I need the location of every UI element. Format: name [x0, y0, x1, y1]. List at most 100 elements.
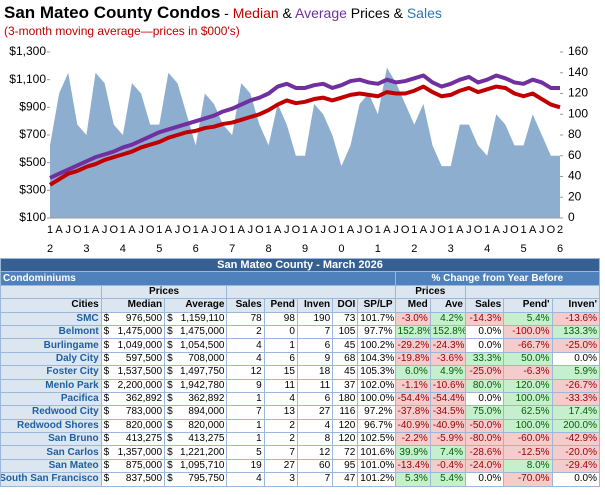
value: 820,000 [188, 419, 225, 431]
x-tick-label: O [364, 224, 373, 236]
data-row: Foster City $1,537,500 $1,497,750 12 15 18 45 1… [0, 365, 601, 380]
value: 894,000 [188, 406, 225, 418]
change: -29.4% [551, 458, 601, 474]
value: 97.7% [357, 324, 396, 340]
value: 45 [332, 338, 359, 353]
title-part: - [220, 5, 232, 21]
change: 133.3% [551, 324, 601, 340]
header-row: Cities Median Average Sales Pend Inven DOI SP/L… [0, 298, 601, 313]
column-header: Sales [464, 298, 505, 313]
money-cell: $413,275 [164, 432, 228, 447]
value: 19 [226, 458, 265, 474]
x-tick-label: A [274, 224, 282, 236]
value: 45 [332, 365, 359, 380]
change: -3.0% [394, 311, 431, 326]
value: 7 [296, 324, 334, 340]
change: 62.5% [503, 405, 553, 420]
change: -100.0% [503, 324, 553, 340]
y2-tick-label: 140 [568, 65, 588, 79]
column-header: SP/LP [357, 298, 396, 313]
money: $1,475,000 [104, 326, 162, 337]
money-cell: $1,095,710 [164, 458, 228, 474]
change: 152.8% [429, 324, 466, 340]
value: 6 [296, 338, 334, 353]
currency: $ [103, 406, 110, 418]
currency: $ [103, 393, 110, 405]
value: 1 [226, 391, 265, 407]
x-tick-label: 1 [156, 224, 162, 236]
value: 875,000 [125, 460, 163, 472]
money-cell: $1,475,000 [164, 324, 228, 340]
money: $1,475,000 [167, 326, 224, 337]
x-group-label: 2 [47, 243, 53, 255]
table-title: San Mateo County - March 2026 [0, 257, 600, 273]
money-cell: $413,275 [100, 432, 166, 447]
x-tick-label: O [510, 224, 519, 236]
data-row: Redwood City $783,000 $894,000 7 13 27 116 97.2… [0, 405, 601, 420]
y2-tick-label: 80 [568, 127, 582, 141]
value: 7 [263, 445, 298, 460]
money-cell: $1,049,000 [100, 338, 166, 353]
blank [226, 284, 396, 300]
currency: $ [103, 433, 110, 445]
currency: $ [167, 473, 173, 485]
value: 5 [226, 445, 265, 460]
x-tick-label: A [55, 224, 63, 236]
value: 102.0% [357, 378, 396, 393]
change: 0.0% [464, 324, 505, 340]
change: -29.2% [394, 338, 431, 353]
change: 200.0% [551, 418, 601, 434]
blank [464, 284, 601, 300]
x-tick-label: O [73, 224, 82, 236]
value: 105.3% [357, 365, 396, 380]
currency: $ [167, 379, 173, 391]
money-cell: $362,892 [164, 391, 228, 407]
x-tick-label: J [65, 224, 71, 236]
money-cell: $783,000 [100, 405, 166, 420]
money: $413,275 [167, 434, 224, 445]
change: -12.5% [503, 445, 553, 460]
value: 18 [296, 365, 334, 380]
value: 976,500 [125, 312, 163, 324]
x-group-label: 6 [193, 243, 199, 255]
price-line [49, 73, 560, 180]
value: 1,357,000 [117, 446, 163, 458]
sub-row: Prices Prices [0, 284, 601, 300]
change: 0.0% [551, 472, 601, 487]
x-tick-label: 2 [557, 224, 563, 236]
x-group-label: 5 [521, 243, 527, 255]
value: 783,000 [125, 406, 163, 418]
money: $1,537,500 [104, 367, 162, 378]
value: 73 [332, 311, 359, 326]
change: -25.0% [464, 365, 505, 380]
money-cell: $875,000 [100, 458, 166, 474]
money: $1,942,780 [167, 379, 224, 391]
y2-tick-label: 120 [568, 86, 588, 100]
currency: $ [167, 339, 173, 351]
value: 3 [263, 472, 298, 487]
city: Pacifica [0, 391, 102, 407]
change: -34.5% [429, 405, 466, 420]
y2-tick-label: 40 [568, 169, 582, 183]
city: Burlingame [0, 338, 102, 353]
value: 12 [296, 445, 334, 460]
money: $976,500 [104, 312, 163, 324]
value: 7 [296, 472, 334, 487]
x-tick-label: J [393, 224, 399, 236]
change: 0.0% [464, 338, 505, 353]
group-left: Condominiums [0, 271, 396, 286]
x-tick-label: 1 [229, 224, 235, 236]
city: Daly City [0, 351, 102, 367]
value: 102.5% [357, 432, 396, 447]
column-header: Med [394, 298, 431, 313]
y-tick-label: $500 [19, 155, 46, 169]
x-group-label: 1 [375, 243, 381, 255]
currency: $ [167, 406, 173, 418]
change: 8.0% [503, 458, 553, 474]
money: $1,497,750 [167, 367, 224, 378]
change: 100.0% [503, 391, 553, 407]
x-tick-label: 1 [338, 224, 344, 236]
change: -70.0% [503, 472, 553, 487]
change: -2.2% [394, 432, 431, 447]
